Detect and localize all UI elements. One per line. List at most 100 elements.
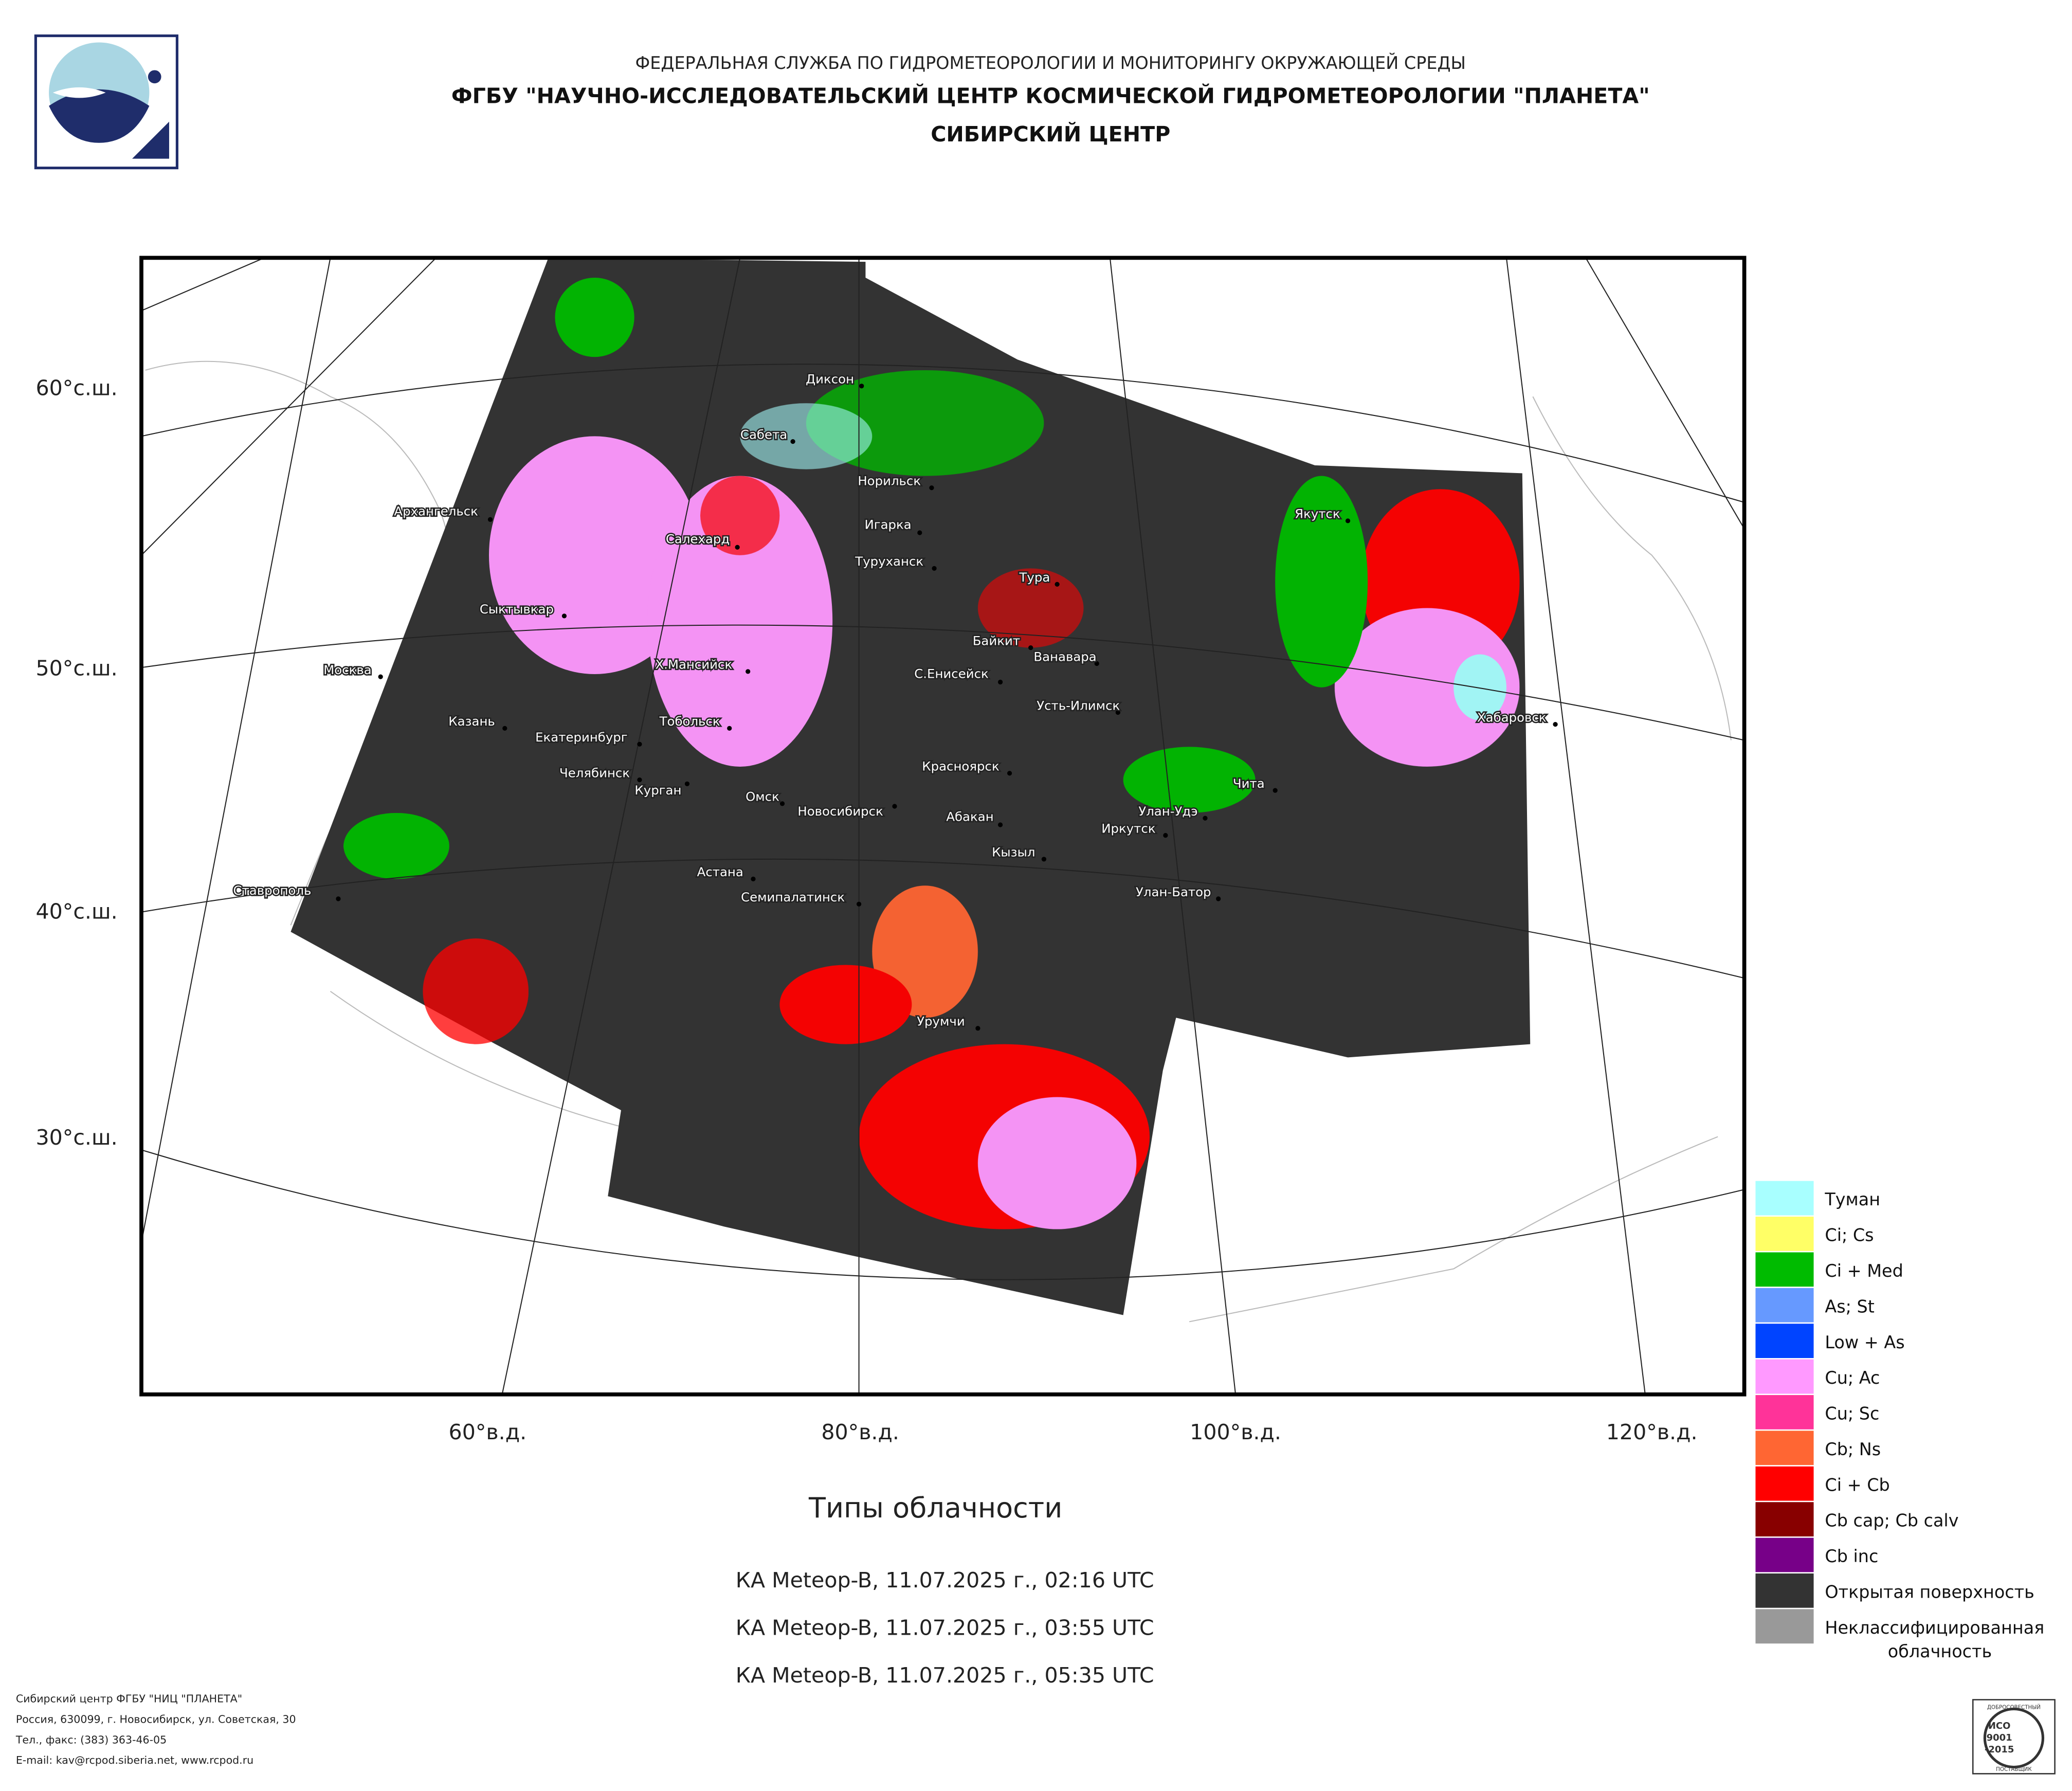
footer-line: E-mail: kav@rcpod.siberia.net, www.rcpod… [16,1754,253,1766]
legend-label: Low + As [1825,1332,1904,1352]
lat-label: 50°с.ш. [35,656,117,681]
city-label: Ванавара [1033,649,1096,664]
legend-label: Cb inc [1825,1546,1878,1566]
legend-label: Cb cap; Cb calv [1825,1511,1958,1531]
city-label: Астана [697,864,743,879]
footer: Сибирский центр ФГБУ "НИЦ "ПЛАНЕТА" Росси… [15,1693,296,1767]
legend-swatch [1754,1180,1815,1217]
certificate: ДОБРОСОВЕСТНЫЙ ИСО 9001 -2015 ПОСТАВЩИК [1972,1699,2056,1775]
lon-label: 120°в.д. [1606,1420,1698,1444]
legend-label: Открытая поверхность [1825,1582,2034,1602]
city-label: Улан-Батор [1136,884,1211,899]
city-dot [561,613,567,619]
agency: ФЕДЕРАЛЬНАЯ СЛУЖБА ПО ГИДРОМЕТЕОРОЛОГИИ … [635,52,1466,73]
pass-info: КА Meteop-B, 11.07.2025 г., 02:16 UTC [736,1568,1154,1593]
city-label: Новосибирск [797,804,883,819]
city-dot [751,876,756,881]
city-label: Улан-Удэ [1138,804,1197,819]
city-label: Игарка [865,517,912,532]
cert-number: 9001 [1987,1732,2012,1743]
axis-labels: 60°с.ш. 50°с.ш. 40°с.ш. 30°с.ш. 60°в.д. 80°в.… [35,376,1697,1444]
city-label: Урумчи [917,1014,965,1029]
legend-label: Cb; Ns [1825,1439,1881,1459]
city-dot [1007,771,1012,776]
legend-swatch [1754,1429,1815,1467]
city-dot [929,485,934,491]
passes: КА Meteop-B, 11.07.2025 г., 02:16 UTC КА … [736,1568,1154,1688]
city-label: Архангельск [394,504,478,519]
city-dot [378,674,383,679]
city-label: Х.Мансийск [655,657,732,672]
center-name: ФГБУ "НАУЧНО-ИССЛЕДОВАТЕЛЬСКИЙ ЦЕНТР КОС… [451,84,1650,108]
city-label: Красноярск [922,759,999,774]
map: Диксон Сабета Норильск Архангельск Салехард И… [141,258,1744,1395]
city-label: Абакан [946,809,993,824]
city-dot [779,801,785,806]
city-dot [1028,645,1033,650]
city-dot [997,822,1003,827]
city-dot [1041,857,1047,862]
caption-title: Типы облачности [808,1492,1062,1524]
city-label: Хабаровск [1477,710,1547,725]
city-label: Семипалатинск [741,890,845,904]
city-label: Екатеринбург [535,730,627,745]
city-label: Казань [448,714,495,729]
legend-swatch [1754,1394,1815,1431]
city-dot [746,669,751,674]
city-dot [1273,788,1278,793]
legend-swatch [1754,1465,1815,1503]
city-dot [1115,710,1120,715]
pass-info: КА Meteop-B, 11.07.2025 г., 05:35 UTC [736,1663,1154,1688]
city-dot [735,545,740,550]
city-dot [997,679,1003,685]
lon-label: 100°в.д. [1190,1420,1281,1444]
legend-label: Cu; Ac [1825,1368,1880,1388]
legend-label: As; St [1825,1296,1874,1316]
city-dot [684,781,690,786]
city-dot [892,804,897,809]
city-label: Ставрополь [233,883,311,898]
city-label: Сыктывкар [480,602,554,617]
logo [34,34,178,170]
legend-swatch [1754,1251,1815,1288]
legend-label: Ci; Cs [1825,1225,1874,1245]
city-label: Челябинск [559,765,630,780]
cities: Диксон Сабета Норильск Архангельск Салехард И… [232,370,1558,1031]
city-label: Иркутск [1101,821,1155,836]
legend-swatch [1754,1215,1815,1253]
legend-swatch [1754,1607,1815,1645]
lon-label: 60°в.д. [449,1420,527,1444]
city-dot [856,901,862,907]
footer-line: Сибирский центр ФГБУ "НИЦ "ПЛАНЕТА" [16,1693,242,1705]
lat-label: 40°с.ш. [35,899,117,924]
lat-label: 60°с.ш. [35,376,117,401]
city-dot [975,1026,980,1031]
city-label: Кызыл [992,845,1035,860]
lon-label: 80°в.д. [821,1420,899,1444]
city-dot [790,439,795,444]
city-label: Салехард [666,532,730,547]
city-label: Якутск [1295,506,1340,521]
city-label: Москва [323,662,372,677]
legend-label: Ci + Med [1825,1261,1903,1281]
city-label: Омск [746,789,779,804]
city-label: Чита [1233,776,1265,791]
cert-top: ДОБРОСОВЕСТНЫЙ [1987,1704,2041,1710]
lat-label: 30°с.ш. [35,1125,117,1150]
footer-line: Россия, 630099, г. Новосибирск, ул. Сове… [16,1713,296,1725]
city-dot [637,741,642,747]
city-dot [336,896,341,901]
city-dot [1216,896,1221,901]
cert-bottom: ПОСТАВЩИК [1996,1766,2032,1772]
city-dot [727,726,732,731]
city-label: Сабета [740,427,787,442]
cert-standard: ИСО [1988,1721,2011,1731]
city-label: Усть-Илимск [1037,698,1120,713]
city-dot [637,777,642,783]
city-dot [1345,518,1351,523]
legend-swatch [1754,1358,1815,1396]
branch-name: СИБИРСКИЙ ЦЕНТР [931,122,1170,147]
city-dot [1203,816,1208,821]
